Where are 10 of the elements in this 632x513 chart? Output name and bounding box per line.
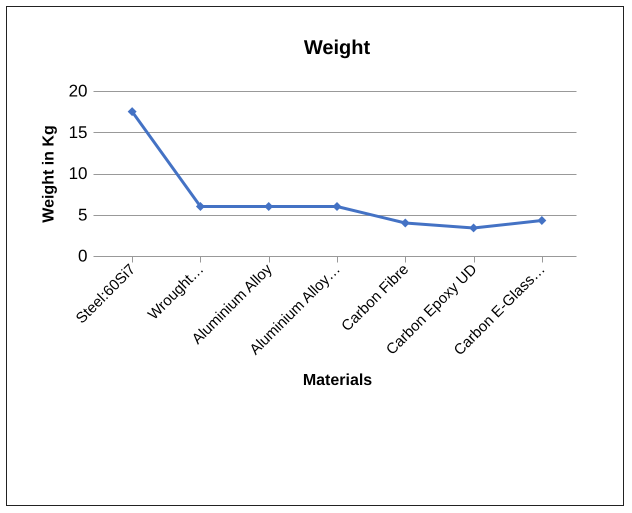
point: [128, 107, 137, 116]
y-tick-label: 10: [68, 164, 88, 183]
y-tick-label: 15: [68, 122, 88, 142]
y-axis-title: Weight in Kg: [40, 125, 58, 223]
point: [400, 218, 410, 228]
chart-title: Weight: [304, 37, 370, 59]
y-tick-label: 0: [78, 246, 88, 266]
y-tick-label: 5: [78, 205, 88, 224]
y-tick-label: 20: [68, 82, 88, 100]
x-axis-title: Materials: [302, 372, 372, 390]
